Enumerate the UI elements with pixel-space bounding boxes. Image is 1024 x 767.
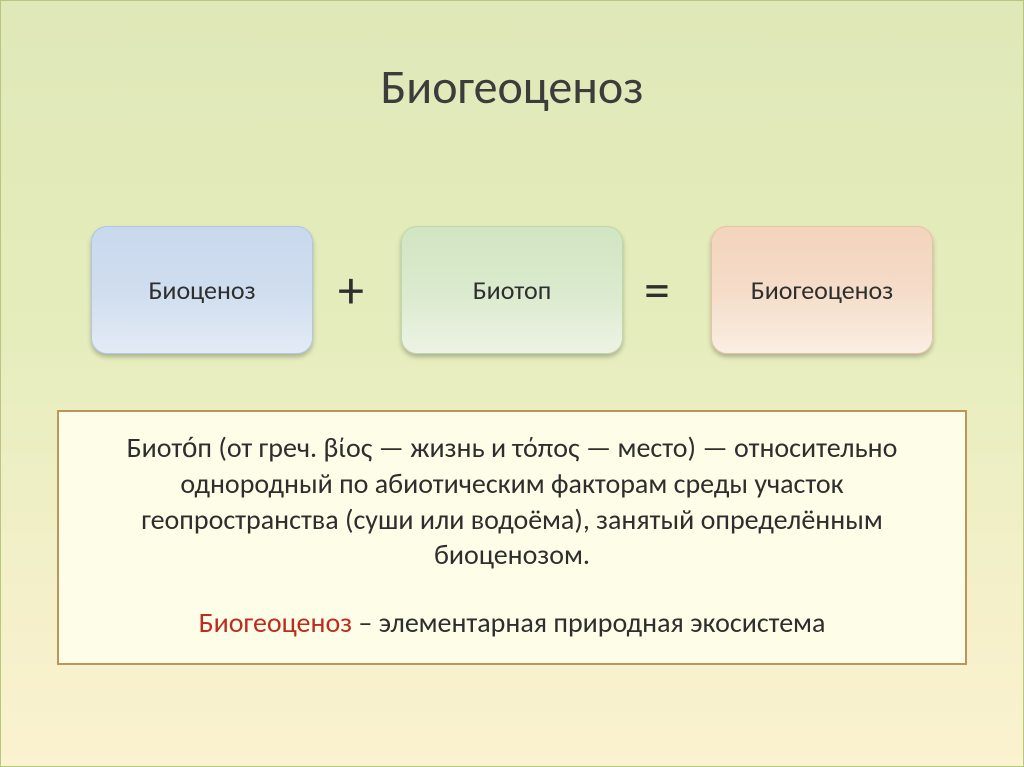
box-label: Биогеоценоз bbox=[751, 274, 894, 306]
box-label: Биоценоз bbox=[148, 274, 255, 306]
operator-plus: + bbox=[315, 264, 387, 316]
box-biogeocenosis: Биогеоценоз bbox=[711, 226, 933, 354]
slide-title: Биогеоценоз bbox=[1, 1, 1023, 116]
definition-para1: Биото́п (от греч. βίος — жизнь и τόπος —… bbox=[87, 430, 937, 573]
box-biotope: Биотоп bbox=[401, 226, 623, 354]
operator-equals: = bbox=[621, 264, 693, 316]
box-biocenosis: Биоценоз bbox=[91, 226, 313, 354]
box-label: Биотоп bbox=[473, 274, 552, 306]
definition-box: Биото́п (от греч. βίος — жизнь и τόπος —… bbox=[57, 410, 967, 665]
definition-para2: Биогеоценоз – элементарная природная эко… bbox=[87, 605, 937, 641]
definition-highlight: Биогеоценоз bbox=[199, 605, 352, 640]
equation-row: Биоценоз + Биотоп = Биогеоценоз bbox=[1, 226, 1023, 354]
definition-rest: – элементарная природная экосистема bbox=[352, 605, 825, 640]
